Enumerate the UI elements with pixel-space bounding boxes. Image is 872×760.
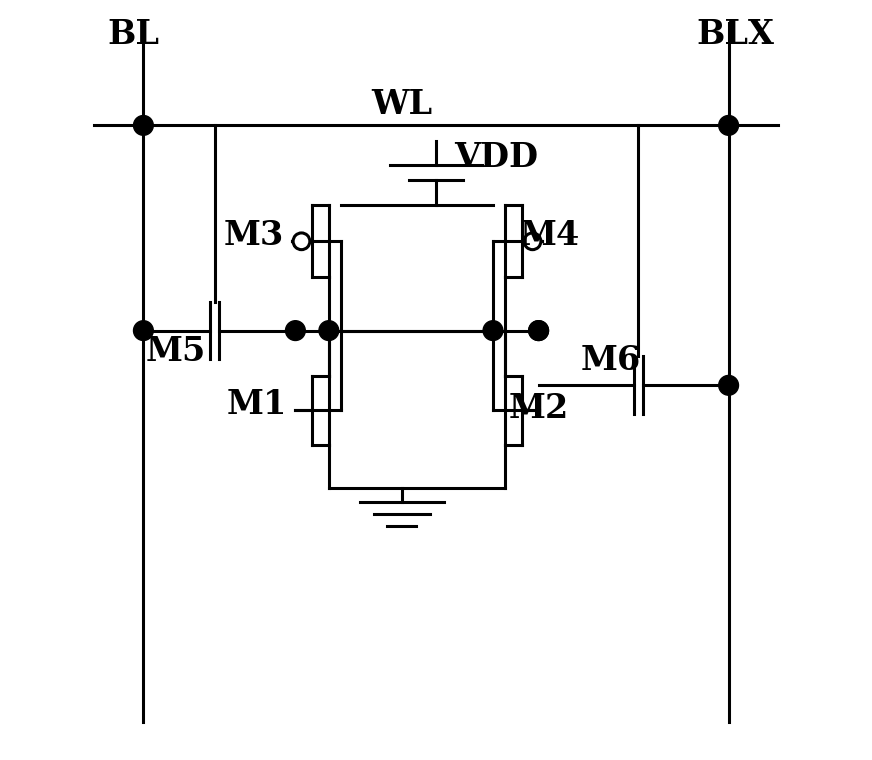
Text: M4: M4 <box>520 219 580 252</box>
Text: M6: M6 <box>581 344 641 378</box>
Circle shape <box>524 233 541 249</box>
Circle shape <box>528 321 548 340</box>
Text: M2: M2 <box>508 391 569 425</box>
Circle shape <box>285 321 305 340</box>
Circle shape <box>719 116 739 135</box>
Text: BL: BL <box>107 17 160 51</box>
Circle shape <box>528 321 548 340</box>
Text: BLX: BLX <box>697 17 774 51</box>
Circle shape <box>133 321 153 340</box>
Text: WL: WL <box>371 88 433 122</box>
Circle shape <box>133 116 153 135</box>
Text: M5: M5 <box>146 335 206 369</box>
Circle shape <box>319 321 338 340</box>
Text: M3: M3 <box>223 219 283 252</box>
Text: M1: M1 <box>227 388 288 421</box>
Text: VDD: VDD <box>454 141 538 174</box>
Circle shape <box>719 375 739 395</box>
Circle shape <box>483 321 503 340</box>
Circle shape <box>293 233 310 249</box>
